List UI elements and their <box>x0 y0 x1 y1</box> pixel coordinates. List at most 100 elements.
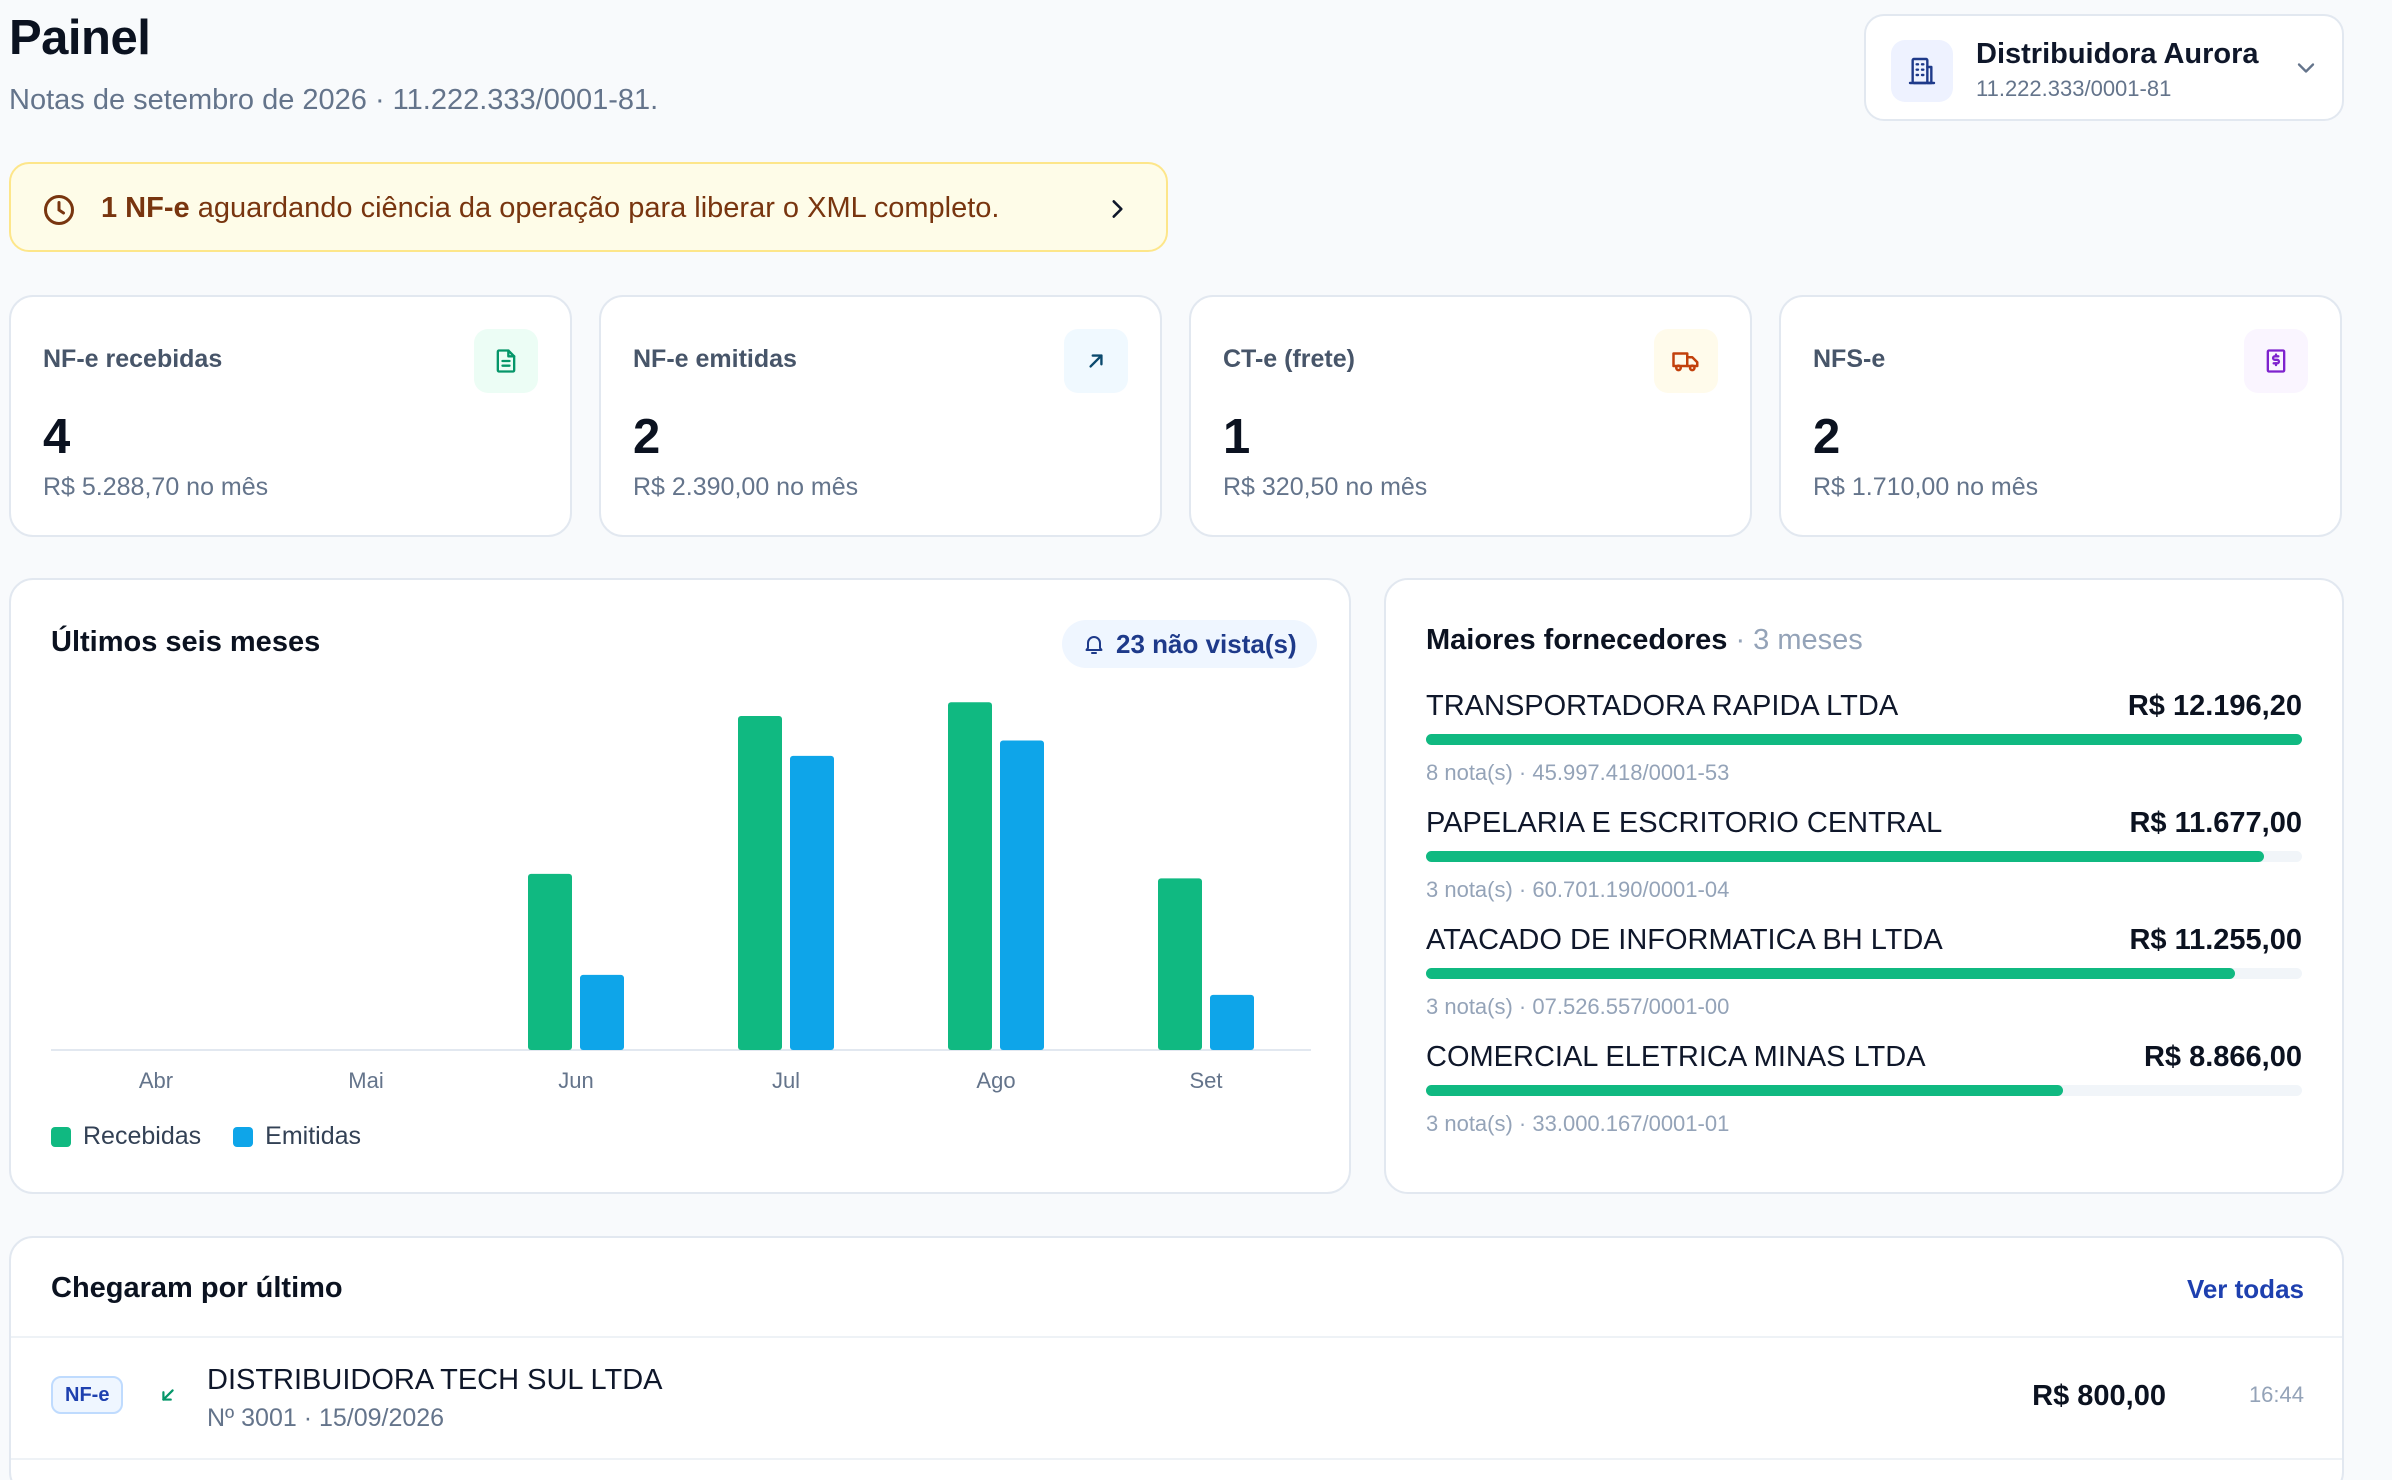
x-tick-label: Jun <box>558 1068 593 1093</box>
company-name: Distribuidora Aurora <box>1976 38 2259 70</box>
recent-title: Chegaram por último <box>51 1272 343 1304</box>
page-subtitle: Notas de setembro de 2026 · 11.222.333/0… <box>9 84 659 116</box>
stat-card-nfe-received[interactable]: NF-e recebidas 4 R$ 5.288,70 no mês <box>9 295 572 537</box>
truck-icon <box>1654 329 1718 393</box>
x-tick-label: Mai <box>348 1068 383 1093</box>
bar-received-jun[interactable] <box>528 873 572 1050</box>
supplier-amount: R$ 8.866,00 <box>2143 1041 2302 1073</box>
supplier-bar-fill <box>1426 851 2265 862</box>
chart-title: Últimos seis meses <box>51 626 321 658</box>
unseen-count: 23 não vista(s) <box>1116 628 1297 659</box>
stat-card-nfse[interactable]: NFS-e 2 R$ 1.710,00 no mês <box>1779 295 2342 537</box>
x-tick-label: Abr <box>139 1068 173 1093</box>
x-tick-label: Set <box>1189 1068 1222 1093</box>
stat-label: NF-e recebidas <box>43 345 223 373</box>
supplier-bar-fill <box>1426 1085 2063 1096</box>
bar-issued-ago[interactable] <box>1000 740 1044 1050</box>
company-selector[interactable]: Distribuidora Aurora 11.222.333/0001-81 <box>1864 14 2344 121</box>
building-icon <box>1891 40 1953 102</box>
supplier-row[interactable]: PAPELARIA E ESCRITORIO CENTRAL R$ 11.677… <box>1426 807 2302 917</box>
stat-subtotal: R$ 320,50 no mês <box>1223 473 1428 501</box>
chevron-right-icon <box>1112 200 1123 218</box>
supplier-name: TRANSPORTADORA RAPIDA LTDA <box>1426 690 1899 722</box>
supplier-meta: 8 nota(s) · 45.997.418/0001-53 <box>1426 760 1730 785</box>
legend-label: Recebidas <box>83 1122 202 1150</box>
stat-value: 2 <box>1813 410 1841 464</box>
clock-icon <box>44 195 74 225</box>
divider <box>11 1336 2342 1338</box>
stat-value: 1 <box>1223 410 1251 464</box>
suppliers-heading: Maiores fornecedores · 3 meses <box>1426 624 1863 657</box>
recent-notes-card: Chegaram por último Ver todas NF-e DISTR… <box>9 1236 2344 1480</box>
supplier-bar-fill <box>1426 734 2302 745</box>
stat-value: 2 <box>633 410 661 464</box>
monthly-chart-card: Abr Mai Jun Jul Ago Set Últimos seis meses 23… <box>9 578 1351 1194</box>
supplier-bar-track <box>1426 968 2302 979</box>
stat-card-cte[interactable]: CT-e (frete) 1 R$ 320,50 no mês <box>1189 295 1752 537</box>
note-amount: R$ 800,00 <box>2032 1380 2166 1412</box>
supplier-name: ATACADO DE INFORMATICA BH LTDA <box>1426 924 1943 956</box>
supplier-meta: 3 nota(s) · 33.000.167/0001-01 <box>1426 1111 1730 1136</box>
legend-swatch <box>233 1126 254 1147</box>
stat-subtotal: R$ 2.390,00 no mês <box>633 473 859 501</box>
supplier-amount: R$ 11.677,00 <box>2129 807 2302 839</box>
supplier-row[interactable]: COMERCIAL ELETRICA MINAS LTDA R$ 8.866,0… <box>1426 1041 2302 1151</box>
stat-label: NFS-e <box>1813 345 1886 373</box>
supplier-amount: R$ 11.255,00 <box>2129 924 2302 956</box>
bar-issued-jul[interactable] <box>790 755 834 1050</box>
bar-received-set[interactable] <box>1158 878 1202 1050</box>
bar-issued-jun[interactable] <box>580 974 624 1050</box>
suppliers-period: 3 meses <box>1753 624 1863 656</box>
alert-body: aguardando ciência da operação para libe… <box>189 192 1000 224</box>
bar-issued-set[interactable] <box>1210 994 1254 1050</box>
stat-value: 4 <box>43 410 71 464</box>
supplier-bar-track <box>1426 851 2302 862</box>
legend-label: Emitidas <box>265 1122 362 1150</box>
stat-subtotal: R$ 5.288,70 no mês <box>43 473 269 501</box>
suppliers-title: Maiores fornecedores <box>1426 624 1728 656</box>
arrow-up-right-icon <box>1064 329 1128 393</box>
document-type-badge: NF-e <box>51 1376 124 1414</box>
legend-item-issued: Emitidas <box>233 1122 361 1151</box>
supplier-name: COMERCIAL ELETRICA MINAS LTDA <box>1426 1041 1926 1073</box>
alert-strong: 1 NF-e <box>101 192 190 224</box>
stat-label: CT-e (frete) <box>1223 345 1355 373</box>
recent-note-row[interactable]: NF-e DISTRIBUIDORA TECH SUL LTDA Nº 3001… <box>11 1338 2342 1458</box>
bar-received-jul[interactable] <box>738 716 782 1050</box>
supplier-amount: R$ 12.196,20 <box>2127 690 2302 722</box>
note-time: 16:44 <box>2248 1382 2304 1407</box>
arrow-down-left-icon <box>162 1389 174 1401</box>
bar-chart: Abr Mai Jun Jul Ago Set <box>51 702 1311 1093</box>
legend-swatch <box>51 1126 71 1147</box>
unseen-notes-badge[interactable]: 23 não vista(s) <box>1062 620 1317 668</box>
supplier-row[interactable]: TRANSPORTADORA RAPIDA LTDA R$ 12.196,20 … <box>1426 690 2302 800</box>
note-meta: Nº 3001 · 15/09/2026 <box>207 1404 445 1432</box>
receipt-dollar-icon <box>2244 329 2308 393</box>
supplier-meta: 3 nota(s) · 60.701.190/0001-04 <box>1426 877 1730 902</box>
supplier-name: PAPELARIA E ESCRITORIO CENTRAL <box>1426 807 1943 839</box>
alert-message: 1 NF-e aguardando ciência da operação pa… <box>101 192 999 225</box>
pending-acknowledgement-alert[interactable]: 1 NF-e aguardando ciência da operação pa… <box>9 162 1168 252</box>
stat-card-nfe-issued[interactable]: NF-e emitidas 2 R$ 2.390,00 no mês <box>599 295 1162 537</box>
company-cnpj: 11.222.333/0001-81 <box>1976 76 2172 101</box>
document-icon <box>474 329 538 393</box>
bar-received-ago[interactable] <box>948 702 992 1050</box>
chevron-down-icon <box>2297 63 2315 73</box>
issuer-name: DISTRIBUIDORA TECH SUL LTDA <box>207 1364 663 1396</box>
top-suppliers-card: Maiores fornecedores · 3 meses TRANSPORT… <box>1384 578 2344 1194</box>
stat-subtotal: R$ 1.710,00 no mês <box>1813 473 2039 501</box>
legend-item-received: Recebidas <box>51 1122 201 1151</box>
page-title: Painel <box>9 11 151 65</box>
chart-legend: Recebidas Emitidas <box>51 1122 361 1151</box>
supplier-row[interactable]: ATACADO DE INFORMATICA BH LTDA R$ 11.255… <box>1426 924 2302 1034</box>
supplier-bar-track <box>1426 734 2302 745</box>
x-tick-label: Jul <box>772 1068 800 1093</box>
see-all-link[interactable]: Ver todas <box>2186 1274 2304 1304</box>
suppliers-separator: · <box>1727 624 1754 656</box>
supplier-meta: 3 nota(s) · 07.526.557/0001-00 <box>1426 994 1730 1019</box>
x-tick-label: Ago <box>976 1068 1015 1093</box>
supplier-bar-track <box>1426 1085 2302 1096</box>
stat-label: NF-e emitidas <box>633 345 797 373</box>
bell-icon <box>1085 636 1103 654</box>
divider <box>11 1458 2342 1460</box>
